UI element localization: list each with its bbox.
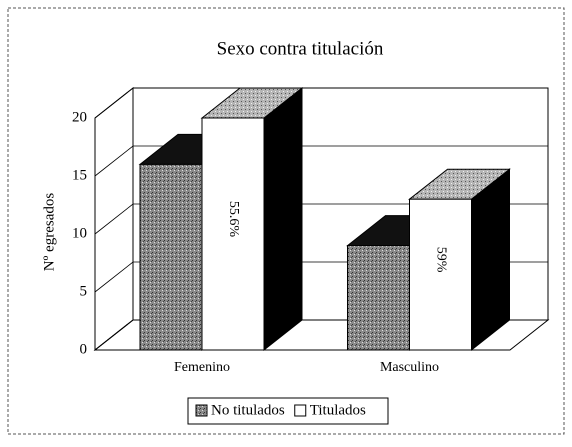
legend-swatch [195, 404, 208, 417]
bar [347, 245, 410, 351]
bar-side [263, 86, 303, 352]
annotation: 55.6% [226, 201, 241, 238]
y-tick-label: 5 [80, 283, 88, 299]
chart-title: Sexo contra titulación [217, 38, 384, 59]
bar [139, 163, 203, 351]
chart-frame [7, 7, 565, 435]
x-tick-label: Masculino [380, 360, 439, 375]
y-tick-label: 0 [80, 341, 88, 357]
legend-swatch [294, 404, 307, 417]
y-tick-label: 10 [72, 225, 87, 241]
y-axis-label: Nº egresados [41, 193, 57, 272]
legend-label: Titulados [310, 402, 366, 418]
bar [409, 198, 472, 351]
bar [201, 117, 265, 351]
grid-line [94, 87, 548, 119]
annotation: 59% [433, 247, 448, 273]
legend: No titulados Titulados [187, 397, 389, 425]
y-tick-label: 20 [72, 109, 87, 125]
grid-line [94, 145, 548, 177]
legend-label: No titulados [211, 402, 285, 418]
bar-side [471, 168, 510, 352]
x-tick-label: Femenino [174, 360, 230, 375]
legend-box [187, 397, 389, 425]
y-tick-label: 15 [72, 167, 87, 183]
